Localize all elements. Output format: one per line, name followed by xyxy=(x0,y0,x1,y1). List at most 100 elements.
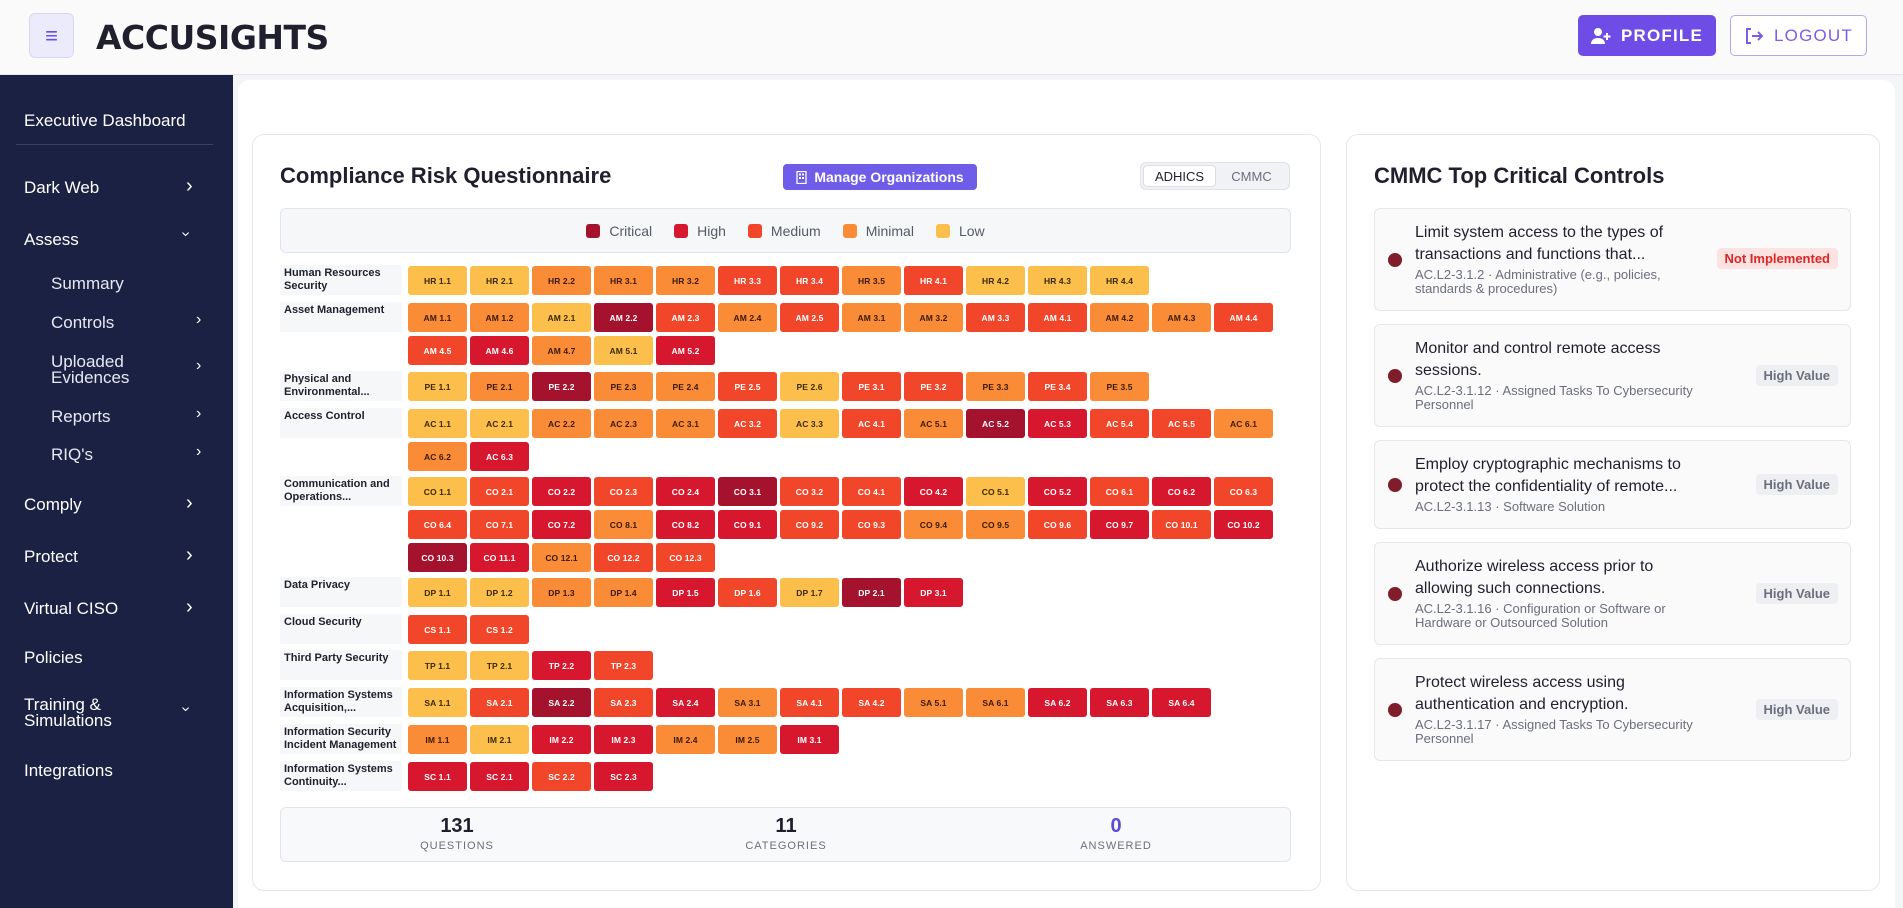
control-item[interactable]: Authorize wireless access prior to allow… xyxy=(1374,542,1851,645)
control-cell[interactable]: PE 2.5 xyxy=(718,372,777,401)
control-cell[interactable]: HR 1.1 xyxy=(408,266,467,295)
control-cell[interactable]: CO 5.2 xyxy=(1028,477,1087,506)
control-cell[interactable]: CO 7.2 xyxy=(532,510,591,539)
logout-button[interactable]: LOGOUT xyxy=(1730,15,1867,56)
control-cell[interactable]: CO 9.1 xyxy=(718,510,777,539)
control-cell[interactable]: CO 1.1 xyxy=(408,477,467,506)
sidebar-item-training-simulations[interactable]: Training & Simulations xyxy=(24,696,112,729)
control-cell[interactable]: CO 4.2 xyxy=(904,477,963,506)
control-cell[interactable]: HR 2.1 xyxy=(470,266,529,295)
control-cell[interactable]: PE 1.1 xyxy=(408,372,467,401)
control-cell[interactable]: IM 2.4 xyxy=(656,725,715,754)
control-cell[interactable]: CO 10.2 xyxy=(1214,510,1273,539)
control-cell[interactable]: AC 6.3 xyxy=(470,442,529,471)
control-cell[interactable]: CO 9.2 xyxy=(780,510,839,539)
control-cell[interactable]: HR 2.2 xyxy=(532,266,591,295)
control-cell[interactable]: SA 2.2 xyxy=(532,688,591,717)
control-cell[interactable]: SC 2.1 xyxy=(470,762,529,791)
control-cell[interactable]: AM 2.1 xyxy=(532,303,591,332)
control-cell[interactable]: DP 1.1 xyxy=(408,578,467,607)
control-cell[interactable]: AM 2.4 xyxy=(718,303,777,332)
control-cell[interactable]: DP 2.1 xyxy=(842,578,901,607)
control-cell[interactable]: DP 3.1 xyxy=(904,578,963,607)
control-cell[interactable]: SC 2.3 xyxy=(594,762,653,791)
control-cell[interactable]: SA 5.1 xyxy=(904,688,963,717)
control-cell[interactable]: CO 2.2 xyxy=(532,477,591,506)
control-cell[interactable]: PE 3.2 xyxy=(904,372,963,401)
control-cell[interactable]: AC 3.1 xyxy=(656,409,715,438)
control-cell[interactable]: AM 4.4 xyxy=(1214,303,1273,332)
control-cell[interactable]: AC 4.1 xyxy=(842,409,901,438)
control-cell[interactable]: AC 5.5 xyxy=(1152,409,1211,438)
control-cell[interactable]: AM 4.3 xyxy=(1152,303,1211,332)
sidebar-item-assess[interactable]: Assess xyxy=(24,230,79,249)
tab-adhics[interactable]: ADHICS xyxy=(1143,165,1216,187)
control-cell[interactable]: AM 5.1 xyxy=(594,336,653,365)
control-cell[interactable]: SA 4.2 xyxy=(842,688,901,717)
control-cell[interactable]: CO 6.2 xyxy=(1152,477,1211,506)
control-cell[interactable]: CO 9.7 xyxy=(1090,510,1149,539)
control-cell[interactable]: AM 4.6 xyxy=(470,336,529,365)
control-cell[interactable]: CO 7.1 xyxy=(470,510,529,539)
control-cell[interactable]: CO 5.1 xyxy=(966,477,1025,506)
control-cell[interactable]: IM 2.3 xyxy=(594,725,653,754)
control-cell[interactable]: CO 4.1 xyxy=(842,477,901,506)
control-cell[interactable]: AM 4.2 xyxy=(1090,303,1149,332)
control-cell[interactable]: PE 3.3 xyxy=(966,372,1025,401)
control-cell[interactable]: HR 4.2 xyxy=(966,266,1025,295)
sidebar-subitem-uploaded-evidences[interactable]: Uploaded Evidences xyxy=(51,353,129,386)
control-cell[interactable]: HR 4.3 xyxy=(1028,266,1087,295)
control-cell[interactable]: SA 4.1 xyxy=(780,688,839,717)
sidebar-item-protect[interactable]: Protect xyxy=(24,547,78,566)
control-cell[interactable]: SA 6.2 xyxy=(1028,688,1087,717)
control-cell[interactable]: CO 9.6 xyxy=(1028,510,1087,539)
control-cell[interactable]: HR 3.1 xyxy=(594,266,653,295)
control-cell[interactable]: DP 1.7 xyxy=(780,578,839,607)
control-cell[interactable]: CO 9.4 xyxy=(904,510,963,539)
control-cell[interactable]: IM 3.1 xyxy=(780,725,839,754)
control-item[interactable]: Employ cryptographic mechanisms to prote… xyxy=(1374,440,1851,529)
control-cell[interactable]: CO 10.3 xyxy=(408,543,467,572)
control-cell[interactable]: HR 3.4 xyxy=(780,266,839,295)
control-cell[interactable]: AM 4.7 xyxy=(532,336,591,365)
control-cell[interactable]: AC 5.2 xyxy=(966,409,1025,438)
control-cell[interactable]: CO 2.3 xyxy=(594,477,653,506)
control-cell[interactable]: CO 11.1 xyxy=(470,543,529,572)
control-cell[interactable]: AC 6.1 xyxy=(1214,409,1273,438)
control-cell[interactable]: HR 3.3 xyxy=(718,266,777,295)
manage-organizations-button[interactable]: Manage Organizations xyxy=(783,164,977,190)
control-cell[interactable]: PE 2.1 xyxy=(470,372,529,401)
control-cell[interactable]: PE 3.5 xyxy=(1090,372,1149,401)
control-cell[interactable]: DP 1.3 xyxy=(532,578,591,607)
control-cell[interactable]: CO 8.2 xyxy=(656,510,715,539)
sidebar-subitem-riqs[interactable]: RIQ's xyxy=(51,445,93,464)
sidebar-subitem-summary[interactable]: Summary xyxy=(51,274,124,293)
control-cell[interactable]: AC 2.2 xyxy=(532,409,591,438)
control-cell[interactable]: CO 12.1 xyxy=(532,543,591,572)
control-cell[interactable]: CO 12.2 xyxy=(594,543,653,572)
control-cell[interactable]: AC 2.3 xyxy=(594,409,653,438)
control-item[interactable]: Limit system access to the types of tran… xyxy=(1374,208,1851,311)
control-item[interactable]: Protect wireless access using authentica… xyxy=(1374,658,1851,761)
control-cell[interactable]: CO 6.3 xyxy=(1214,477,1273,506)
control-cell[interactable]: AC 3.2 xyxy=(718,409,777,438)
control-cell[interactable]: TP 1.1 xyxy=(408,651,467,680)
control-cell[interactable]: SA 6.3 xyxy=(1090,688,1149,717)
sidebar-item-executive-dashboard[interactable]: Executive Dashboard xyxy=(24,111,186,130)
sidebar-subitem-reports[interactable]: Reports xyxy=(51,407,111,426)
control-cell[interactable]: PE 2.6 xyxy=(780,372,839,401)
control-cell[interactable]: PE 2.2 xyxy=(532,372,591,401)
control-cell[interactable]: SC 1.1 xyxy=(408,762,467,791)
control-cell[interactable]: AC 5.1 xyxy=(904,409,963,438)
sidebar-item-dark-web[interactable]: Dark Web xyxy=(24,178,100,197)
control-cell[interactable]: PE 3.4 xyxy=(1028,372,1087,401)
control-cell[interactable]: HR 4.4 xyxy=(1090,266,1149,295)
control-cell[interactable]: SA 6.4 xyxy=(1152,688,1211,717)
control-cell[interactable]: AM 3.3 xyxy=(966,303,1025,332)
sidebar-item-comply[interactable]: Comply xyxy=(24,495,82,514)
hamburger-menu-button[interactable]: ≡ xyxy=(29,13,74,58)
control-cell[interactable]: CO 3.2 xyxy=(780,477,839,506)
control-cell[interactable]: AM 3.1 xyxy=(842,303,901,332)
control-cell[interactable]: DP 1.2 xyxy=(470,578,529,607)
control-cell[interactable]: HR 3.2 xyxy=(656,266,715,295)
